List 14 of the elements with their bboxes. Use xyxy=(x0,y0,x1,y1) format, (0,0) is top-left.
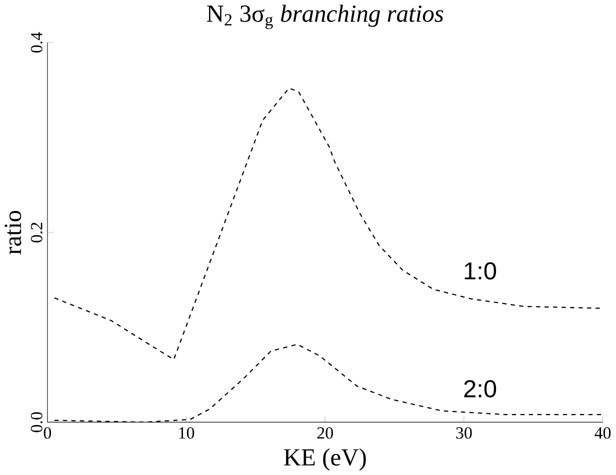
y-tick-label: 0.2 xyxy=(30,222,42,242)
series-label: 2:0 xyxy=(464,380,496,398)
x-tick-label: 40 xyxy=(594,427,611,439)
x-axis-title: KE (eV) xyxy=(284,448,366,470)
y-tick-label: 0.4 xyxy=(30,32,42,52)
x-tick-label: 30 xyxy=(456,427,472,439)
chart-title: N$_{2}$ 3σ$_{g}$ branching ratios xyxy=(206,4,444,29)
x-tick-label: 0 xyxy=(44,427,52,439)
y-tick-label: 0.0 xyxy=(30,412,42,432)
line-series xyxy=(54,87,603,360)
x-tick-label: 10 xyxy=(179,427,194,439)
series-label: 1:0 xyxy=(464,262,496,280)
y-axis-title: ratio xyxy=(4,210,22,254)
x-tick-label: 20 xyxy=(317,427,333,439)
